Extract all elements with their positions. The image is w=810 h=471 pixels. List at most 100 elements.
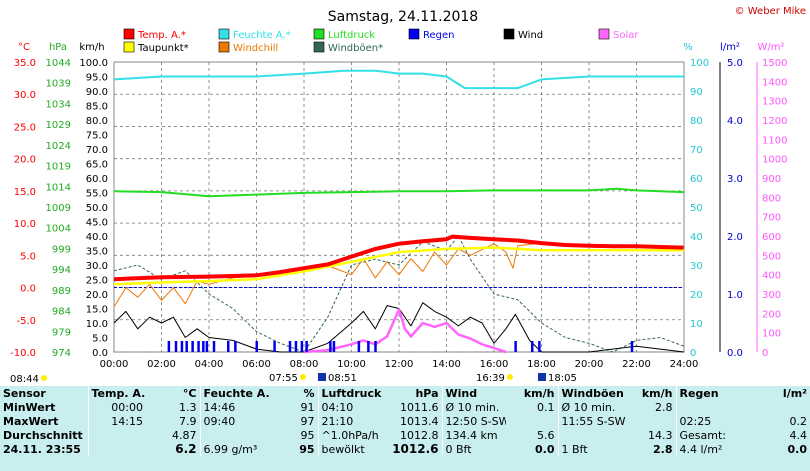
moon-icon-pm (538, 373, 546, 381)
legend-swatch (598, 28, 610, 40)
time-tick-label: 00:00 (100, 359, 129, 370)
temp-tick-label: 35.0 (14, 58, 36, 69)
rain-bar (357, 341, 361, 352)
press-tick-label: 1014 (46, 182, 71, 193)
hum-tick-label: 70 (690, 145, 703, 156)
wind-tick-label: 55.0 (86, 189, 108, 200)
table-cell: 134.4 km (441, 428, 506, 442)
solar-tick-label: 1200 (762, 116, 787, 127)
temp-tick-label: 30.0 (14, 90, 36, 101)
rain-bar (305, 341, 308, 352)
wind-tick-label: 0.0 (92, 348, 108, 359)
legend-label: Solar (613, 30, 639, 41)
table-cell: 0.1 (537, 400, 555, 414)
press-tick-label: 1044 (46, 58, 71, 69)
table-cell: 0.0 (787, 442, 808, 456)
rain-tick-label: 1.0 (727, 290, 743, 301)
solar-tick-label: 100 (762, 329, 781, 340)
legend-label: Windchill (233, 43, 278, 54)
table-cell: 4.4 l/m² (675, 442, 746, 456)
table-cell: Feuchte A. (199, 386, 276, 400)
temp-tick-label: -10.0 (10, 348, 36, 359)
summary-table: Sensor Temp. A. °C Feuchte A.% Luftdruck hPa W… (0, 386, 810, 471)
table-cell: MaxWert (3, 414, 59, 428)
legend-label: Feuchte A.* (233, 30, 291, 41)
legend-swatch (313, 41, 325, 53)
axis-labels: 35.0 30.0 25.0 20.0 15.0 10.0 5.0 0.0 -5.0 -10.0 1… (10, 58, 787, 370)
table-cell (628, 414, 676, 428)
table-cell: 1.3 (179, 400, 197, 414)
table-cell: 04:10 (317, 400, 384, 414)
wind-tick-label: 65.0 (86, 160, 108, 171)
table-cell: 1012.6 (392, 442, 439, 456)
solar-tick-label: 1500 (762, 58, 787, 69)
rain-bar (234, 341, 237, 352)
series-line-feuchte-a (113, 69, 684, 90)
hum-tick-label: 30 (690, 261, 703, 272)
rain-bar (288, 341, 292, 352)
legend-label: Windböen* (328, 43, 383, 54)
rain-bar (367, 341, 370, 352)
press-tick-label: 974 (52, 348, 71, 359)
time-tick-label: 14:00 (432, 359, 461, 370)
legend-swatch (218, 28, 230, 40)
legend-swatch (503, 28, 515, 40)
temp-tick-label: 5.0 (20, 251, 36, 262)
wind-unit: km/h (79, 42, 104, 53)
sunrise-time: 07:55 (269, 373, 298, 384)
legend-swatch (123, 28, 135, 40)
wind-tick-label: 15.0 (86, 305, 108, 316)
table-cell: Ø 10 min. (557, 400, 628, 414)
moon-icon (318, 373, 326, 381)
chart-legend: Temp. A.* Feuchte A.* Luftdruck Regen Wind So… (123, 28, 639, 54)
hum-tick-label: 60 (690, 174, 703, 185)
table-cell: 1011.6 (400, 400, 439, 414)
wind-tick-label: 70.0 (86, 145, 108, 156)
solar-tick-label: 400 (762, 271, 781, 282)
table-cell: 4.87 (172, 428, 197, 442)
legend-label: Taupunkt* (137, 43, 189, 54)
series-line-luftdruck (113, 187, 685, 198)
press-tick-label: 999 (52, 244, 71, 255)
hum-tick-label: 50 (690, 203, 703, 214)
temp-tick-label: 25.0 (14, 122, 36, 133)
table-cell: MinWert (3, 400, 56, 414)
wind-tick-label: 95.0 (86, 73, 108, 84)
press-tick-label: 979 (52, 327, 71, 338)
rain-bar (197, 341, 200, 352)
time-tick-label: 20:00 (575, 359, 604, 370)
table-cell: 91 (300, 400, 315, 414)
table-cell: 21:10 (317, 414, 384, 428)
time-tick-label: 16:00 (480, 359, 509, 370)
wind-tick-label: 50.0 (86, 203, 108, 214)
table-cell: 2.8 (655, 400, 673, 414)
table-cell: 0 Bft (441, 442, 506, 456)
series-line-taupunkt (113, 246, 684, 286)
rain-bar (174, 341, 178, 352)
rain-bar (630, 341, 634, 352)
hum-tick-label: 80 (690, 116, 703, 127)
hum-tick-label: 20 (690, 290, 703, 301)
time-tick-label: 06:00 (242, 359, 271, 370)
rain-bar (205, 341, 209, 352)
rain-tick-label: 0.0 (727, 348, 743, 359)
series-line-temp-a (113, 234, 684, 282)
rain-bar (255, 341, 258, 352)
legend-swatch (218, 41, 230, 53)
table-cell (506, 414, 558, 428)
press-tick-label: 989 (52, 286, 71, 297)
press-tick-label: 1004 (46, 224, 71, 235)
sun-icon (41, 375, 47, 381)
table-cell: % (303, 386, 315, 400)
rain-bar (300, 341, 304, 352)
table-cell: 4.4 (789, 428, 808, 442)
press-tick-label: 1024 (46, 141, 71, 152)
table-cell: 12:50 S-SW 18.4 (441, 414, 506, 428)
press-tick-label: 984 (52, 307, 71, 318)
solar-tick-label: 1400 (762, 77, 787, 88)
table-cell: km/h (523, 386, 555, 400)
series-line-windchill (113, 242, 685, 308)
table-cell (199, 428, 276, 442)
rain-bar (227, 341, 230, 352)
table-cell: 6.99 g/m³ (199, 442, 276, 456)
